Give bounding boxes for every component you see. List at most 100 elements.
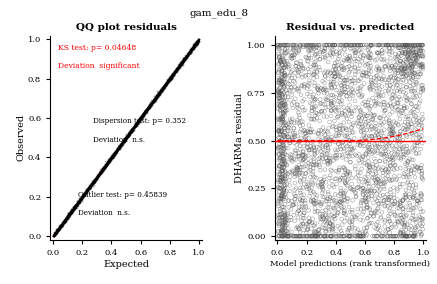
Point xyxy=(399,50,406,55)
Point xyxy=(275,145,282,150)
Point xyxy=(135,117,142,122)
Point xyxy=(191,45,198,49)
Point xyxy=(107,156,114,160)
Point xyxy=(153,93,160,97)
Point xyxy=(149,100,156,104)
Point xyxy=(168,75,175,79)
Point xyxy=(142,107,149,112)
Point xyxy=(152,95,159,100)
Point xyxy=(63,215,70,220)
Point xyxy=(136,117,143,121)
Point xyxy=(107,154,114,159)
Point xyxy=(363,120,370,124)
Point xyxy=(143,109,150,113)
Point xyxy=(69,208,76,213)
Point xyxy=(114,146,121,151)
Point xyxy=(152,96,159,101)
Point xyxy=(317,212,324,217)
Point xyxy=(129,126,136,131)
Point xyxy=(289,43,296,47)
Point xyxy=(108,154,115,158)
Point xyxy=(322,55,329,59)
Point xyxy=(170,70,177,75)
Point xyxy=(191,43,198,47)
Point xyxy=(155,92,162,97)
Point xyxy=(132,123,139,127)
Point xyxy=(194,37,201,42)
Point xyxy=(69,205,76,210)
Point xyxy=(181,56,188,60)
Point xyxy=(136,120,143,124)
Point xyxy=(363,206,370,210)
Point xyxy=(280,157,287,162)
Point xyxy=(314,234,321,239)
Point xyxy=(95,173,102,177)
X-axis label: Expected: Expected xyxy=(103,260,149,269)
Point xyxy=(309,108,316,113)
Point xyxy=(163,82,170,86)
Point xyxy=(156,91,163,95)
Point xyxy=(420,53,427,58)
Point xyxy=(350,78,357,83)
Point xyxy=(125,132,132,136)
Point xyxy=(178,60,185,65)
Point xyxy=(93,178,100,182)
Point xyxy=(50,232,57,237)
Point xyxy=(137,116,144,120)
Point xyxy=(157,87,164,91)
Point xyxy=(80,192,87,197)
Point xyxy=(50,233,57,237)
Point xyxy=(82,191,89,196)
Point xyxy=(76,197,83,202)
Point xyxy=(128,128,135,133)
Point xyxy=(96,173,103,177)
Point xyxy=(52,231,59,236)
Point xyxy=(351,65,358,69)
Point xyxy=(335,193,342,198)
Point xyxy=(293,87,300,92)
Point xyxy=(286,234,293,239)
Point xyxy=(72,205,79,210)
Point xyxy=(124,133,131,138)
Point xyxy=(176,64,183,69)
Point xyxy=(61,218,68,222)
Point xyxy=(132,123,139,128)
Point xyxy=(181,57,188,62)
Point xyxy=(357,76,364,81)
Point xyxy=(73,202,80,207)
Point xyxy=(152,96,159,101)
Point xyxy=(304,145,311,149)
Point xyxy=(410,62,417,66)
Point xyxy=(87,184,94,188)
Point xyxy=(82,189,89,194)
Point xyxy=(53,229,60,233)
Point xyxy=(298,159,305,164)
Point xyxy=(169,74,176,78)
Point xyxy=(151,97,158,102)
Point xyxy=(87,184,94,188)
Point xyxy=(377,123,384,128)
Point xyxy=(162,82,169,87)
Point xyxy=(64,215,71,220)
Point xyxy=(66,212,73,217)
Point xyxy=(191,42,198,47)
Point xyxy=(75,200,82,204)
Point xyxy=(119,142,126,147)
Point xyxy=(276,99,283,103)
Point xyxy=(139,115,146,119)
Point xyxy=(122,135,129,140)
Point xyxy=(98,166,105,171)
Point xyxy=(168,74,175,79)
Point xyxy=(125,133,132,138)
Point xyxy=(125,134,132,138)
Point xyxy=(275,185,282,190)
Point xyxy=(118,141,125,146)
Point xyxy=(50,234,57,238)
Point xyxy=(158,86,165,91)
Point xyxy=(94,176,101,180)
Point xyxy=(120,140,127,145)
Point xyxy=(93,175,100,180)
Point xyxy=(417,71,424,76)
Point xyxy=(103,162,110,166)
Point xyxy=(180,58,187,63)
